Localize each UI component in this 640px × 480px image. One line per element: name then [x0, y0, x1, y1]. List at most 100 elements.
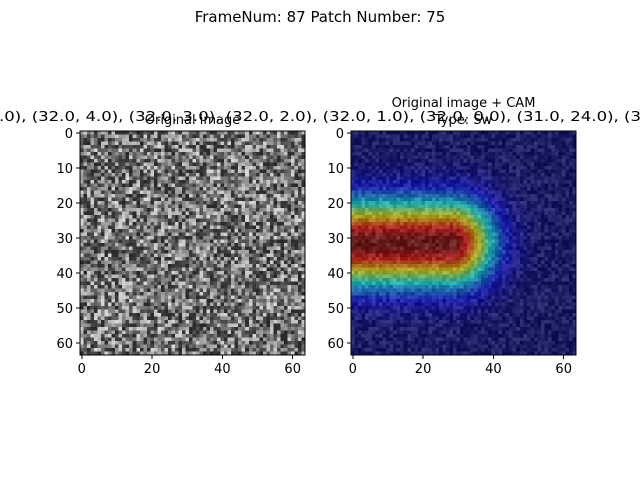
pixel	[375, 162, 380, 167]
pixel	[153, 134, 158, 139]
pixel	[252, 152, 257, 156]
pixel	[118, 162, 123, 167]
pixel	[87, 337, 91, 342]
pixel	[104, 320, 109, 324]
pixel	[174, 292, 179, 296]
pixel	[220, 159, 225, 163]
pixel	[206, 138, 211, 142]
pixel	[146, 173, 151, 177]
pixel	[217, 302, 221, 307]
pixel	[178, 131, 183, 135]
pixel	[181, 344, 186, 349]
pixel	[495, 176, 499, 181]
pixel	[188, 138, 193, 142]
pixel	[358, 176, 362, 181]
pixel	[276, 169, 281, 174]
pixel	[178, 148, 183, 153]
pixel	[132, 197, 137, 202]
pixel	[104, 208, 109, 212]
pixel	[171, 194, 176, 198]
pixel	[474, 145, 478, 149]
pixel	[502, 131, 506, 135]
pixel	[136, 222, 141, 226]
pixel	[238, 180, 243, 184]
pixel	[234, 257, 239, 261]
pixel	[178, 155, 183, 160]
pixel	[255, 229, 260, 233]
pixel	[393, 162, 398, 167]
pixel	[248, 145, 253, 149]
pixel	[273, 267, 278, 272]
pixel	[90, 351, 95, 356]
pixel	[118, 274, 123, 279]
pixel	[146, 155, 151, 160]
pixel	[255, 176, 260, 181]
pixel	[196, 162, 200, 167]
pixel	[259, 334, 264, 338]
pixel	[382, 176, 387, 181]
pixel	[252, 344, 257, 349]
pixel	[220, 299, 225, 303]
pixel	[276, 148, 281, 153]
pixel	[188, 344, 193, 349]
pixel	[572, 141, 577, 146]
pixel	[283, 320, 288, 324]
pixel	[410, 134, 415, 139]
pixel	[386, 166, 390, 170]
pixel	[248, 295, 253, 300]
pixel	[104, 211, 109, 216]
pixel	[167, 218, 172, 223]
pixel	[125, 141, 130, 146]
pixel	[220, 264, 225, 268]
pixel	[80, 246, 84, 251]
pixel	[181, 323, 186, 328]
pixel	[255, 145, 260, 149]
pixel	[255, 201, 260, 205]
pixel	[178, 141, 183, 146]
pixel	[287, 313, 292, 317]
pixel	[269, 257, 274, 261]
pixel	[431, 134, 436, 139]
pixel	[255, 271, 260, 275]
pixel	[146, 197, 151, 202]
pixel	[294, 320, 299, 324]
pixel	[80, 183, 84, 188]
pixel	[192, 292, 197, 296]
pixel	[227, 201, 232, 205]
pixel	[442, 159, 447, 163]
pixel	[157, 180, 162, 184]
pixel	[157, 239, 162, 244]
pixel	[104, 260, 109, 265]
pixel	[97, 264, 102, 268]
pixel	[273, 330, 278, 335]
pixel	[94, 323, 98, 328]
pixel	[199, 141, 204, 146]
pixel	[280, 288, 285, 293]
pixel	[104, 341, 109, 345]
pixel	[143, 166, 148, 170]
pixel	[203, 278, 207, 282]
pixel	[118, 246, 123, 251]
pixel	[386, 169, 390, 174]
pixel	[178, 176, 183, 181]
pixel	[227, 197, 232, 202]
pixel	[167, 236, 172, 240]
pixel	[509, 134, 514, 139]
pixel	[146, 264, 151, 268]
pixel	[558, 138, 563, 142]
pixel	[80, 141, 84, 146]
pixel	[185, 316, 190, 321]
pixel	[217, 337, 221, 342]
pixel	[502, 148, 506, 153]
pixel	[213, 215, 218, 219]
pixel	[269, 309, 274, 314]
pixel	[269, 166, 274, 170]
pixel	[90, 348, 95, 352]
pixel	[80, 264, 84, 268]
pixel	[196, 257, 200, 261]
pixel	[90, 169, 95, 174]
pixel	[146, 320, 151, 324]
pixel	[210, 246, 214, 251]
pixel	[97, 246, 102, 251]
pixel	[129, 302, 134, 307]
